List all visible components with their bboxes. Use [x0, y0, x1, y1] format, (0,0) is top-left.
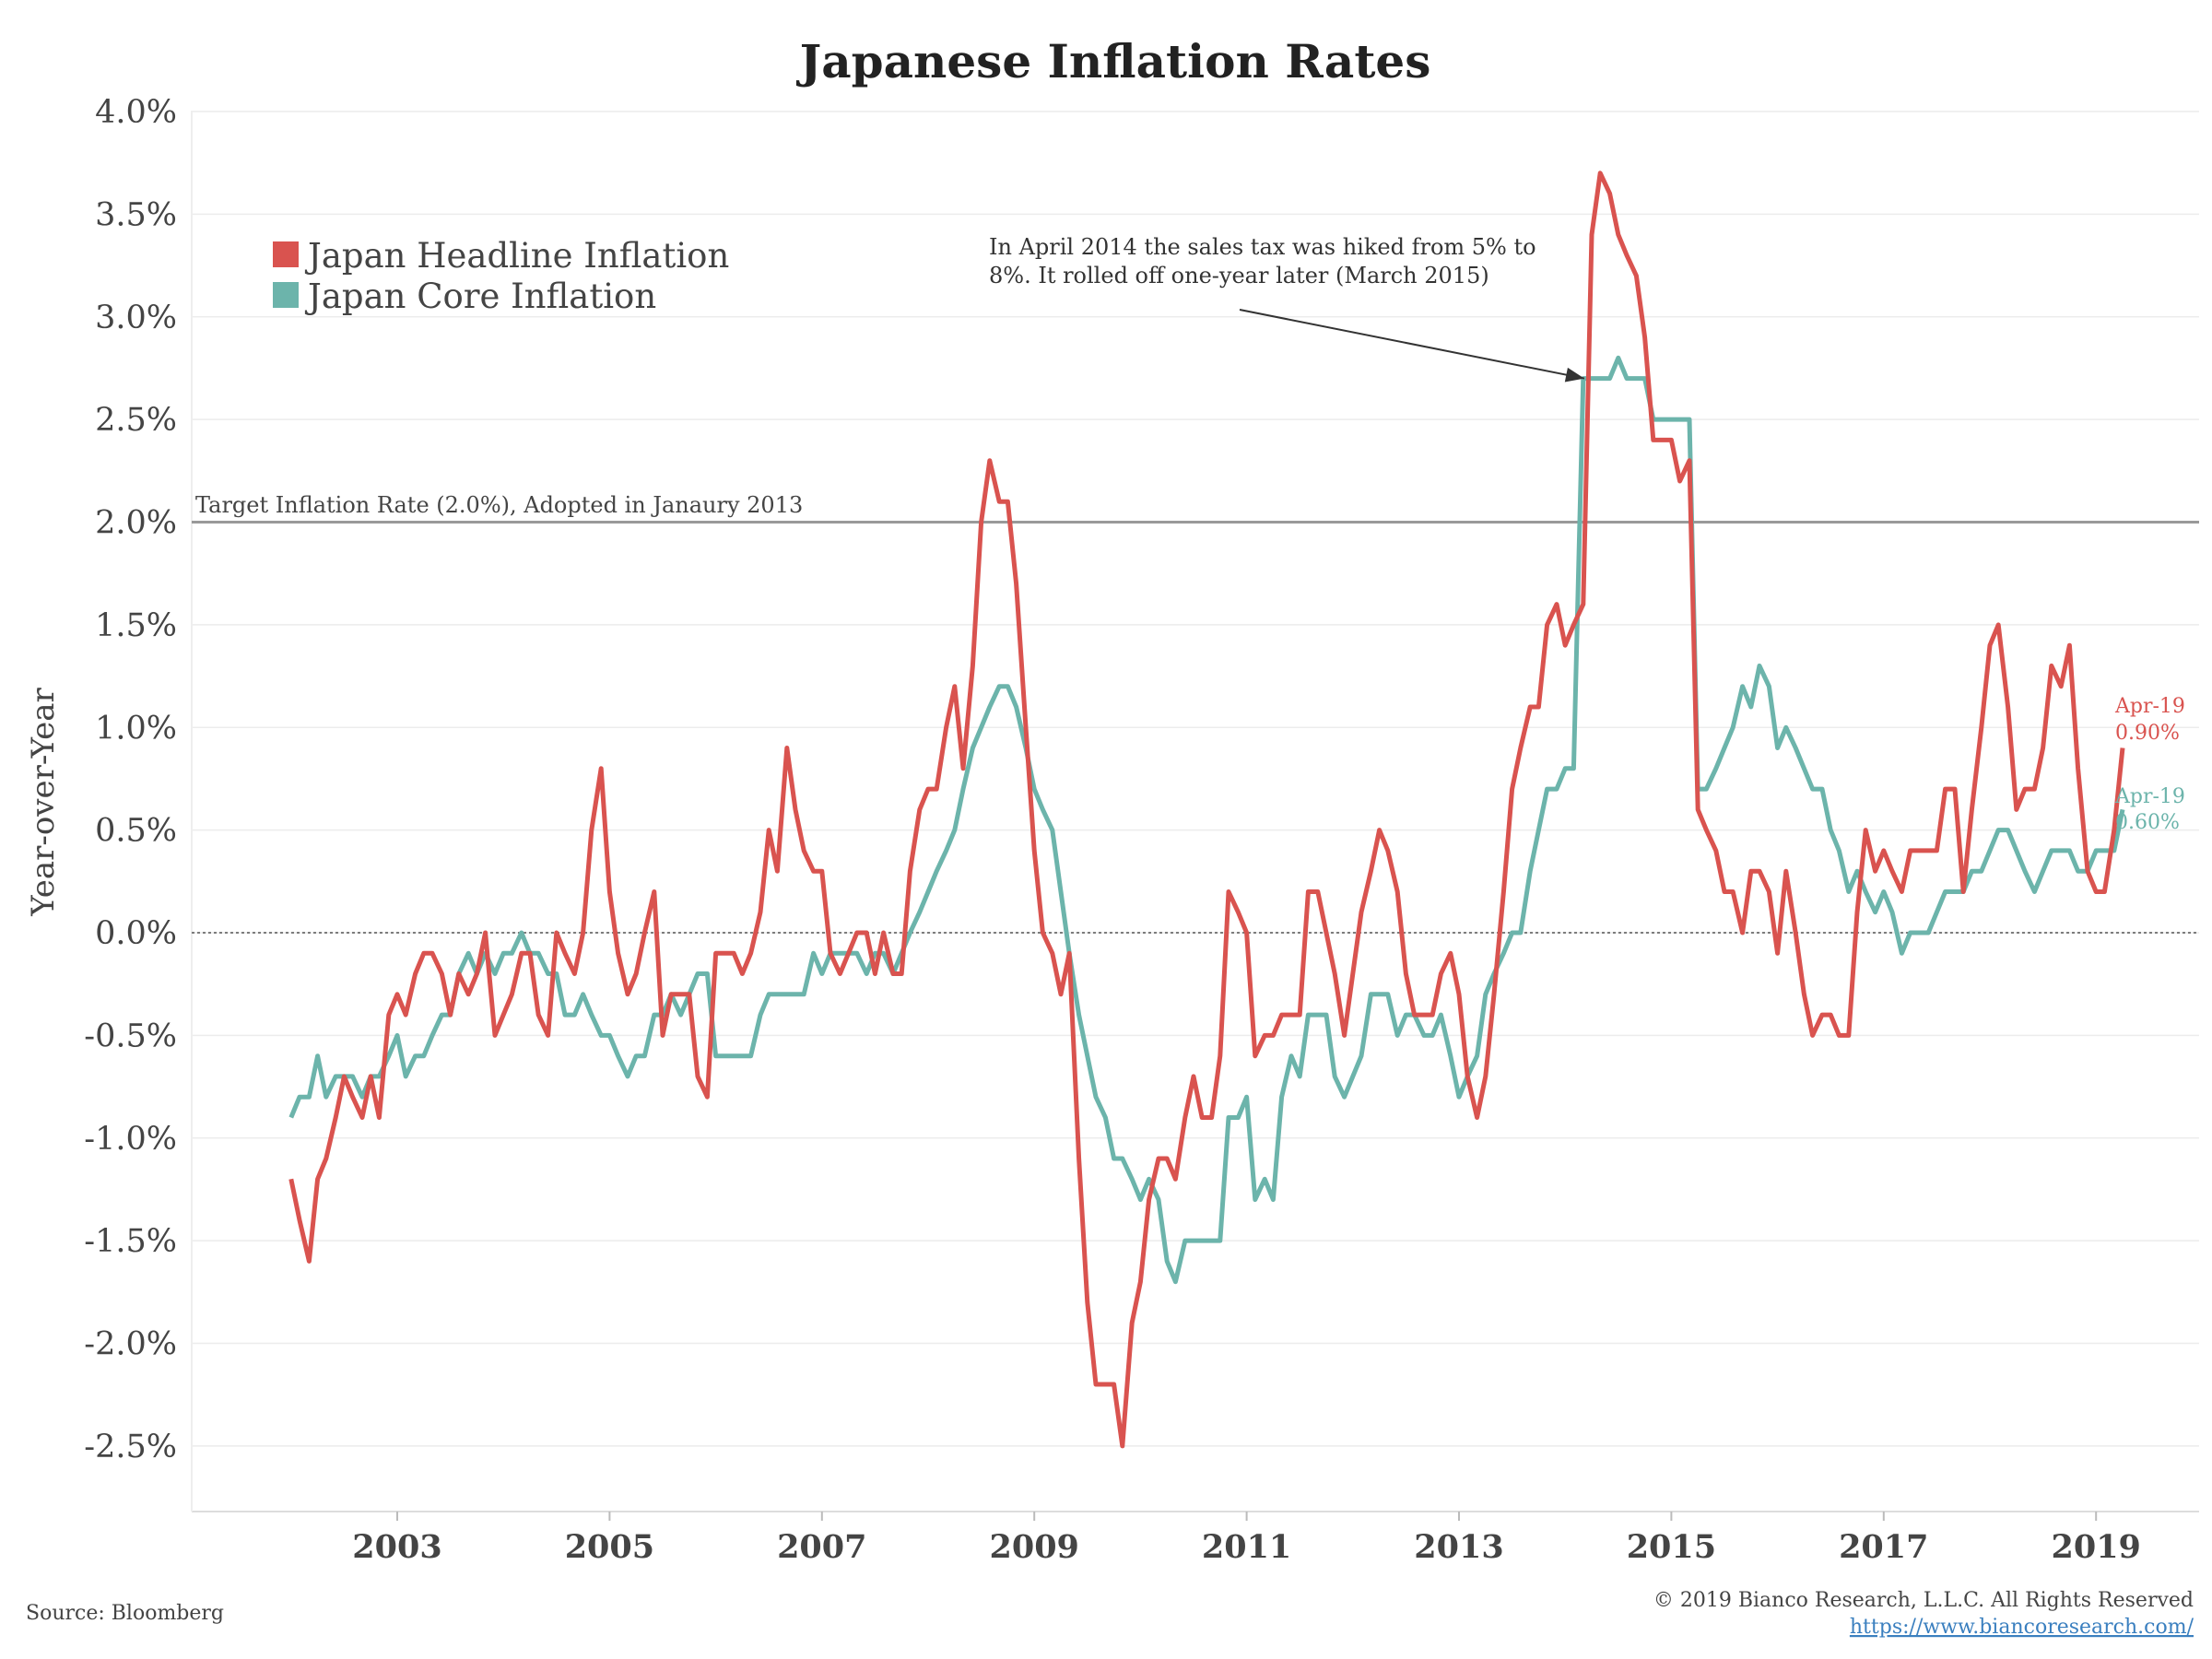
y-tick-label: 0.0% [95, 915, 177, 952]
y-tick-label: 2.5% [95, 402, 177, 439]
y-tick-label: -1.5% [84, 1223, 177, 1260]
data-points [290, 172, 2124, 1446]
sales-tax-annotation: In April 2014 the sales tax was hiked fr… [989, 234, 1585, 382]
website-link[interactable]: https://www.biancoresearch.com/ [1850, 1616, 2194, 1639]
y-tick-label: 4.0% [95, 94, 177, 131]
end-label-headline-date: Apr-19 [2114, 695, 2185, 718]
end-label-core: Apr-19 0.60% [2114, 785, 2185, 834]
annotation-arrowhead [1564, 367, 1584, 382]
target-inflation-label: Target Inflation Rate (2.0%), Adopted in… [195, 492, 803, 518]
x-tick-label: 2013 [1414, 1528, 1503, 1566]
copyright-note: © 2019 Bianco Research, L.L.C. All Right… [1653, 1589, 2194, 1612]
y-tick-label: 2.0% [95, 505, 177, 542]
x-tick-label: 2017 [1839, 1528, 1928, 1566]
legend-label-core: Japan Core Inflation [304, 276, 656, 316]
legend-swatch-headline [273, 241, 299, 267]
x-tick-label: 2011 [1202, 1528, 1291, 1566]
y-tick-label: -2.0% [84, 1326, 177, 1363]
legend: Japan Headline Inflation Japan Core Infl… [273, 236, 729, 316]
y-axis-label: Year-over-Year [25, 687, 62, 916]
x-tick-labels: 2003 2005 2007 2009 2011 2013 2015 2017 2019 [352, 1512, 2141, 1566]
annotation-arrow [1239, 309, 1585, 380]
y-tick-label: 3.5% [95, 196, 177, 233]
y-tick-label: 3.0% [95, 300, 177, 336]
chart-title: Japanese Inflation Rates [796, 34, 1431, 88]
y-tick-label: -0.5% [84, 1018, 177, 1054]
source-note: Source: Bloomberg [26, 1602, 224, 1625]
legend-label-headline: Japan Headline Inflation [304, 236, 729, 276]
x-tick-label: 2015 [1627, 1528, 1716, 1566]
y-tick-label: -1.0% [84, 1121, 177, 1158]
end-label-core-date: Apr-19 [2114, 785, 2185, 808]
annotation-line-1: In April 2014 the sales tax was hiked fr… [989, 234, 1536, 260]
end-label-headline-value: 0.90% [2115, 722, 2180, 745]
x-tick-label: 2009 [989, 1528, 1078, 1566]
y-tick-label: 0.5% [95, 813, 177, 850]
y-tick-label: -2.5% [84, 1429, 177, 1465]
y-tick-label: 1.5% [95, 607, 177, 644]
annotation-line-2: 8%. It rolled off one-year later (March … [989, 263, 1489, 288]
x-tick-label: 2003 [352, 1528, 441, 1566]
x-tick-label: 2007 [777, 1528, 866, 1566]
x-tick-label: 2005 [565, 1528, 654, 1566]
legend-swatch-core [273, 282, 299, 308]
y-tick-label: 1.0% [95, 710, 177, 747]
y-tick-labels: 4.0% 3.5% 3.0% 2.5% 2.0% 1.5% 1.0% 0.5% 0.0% -0.5… [84, 94, 177, 1465]
series-line-headline-inflation [288, 171, 2125, 1449]
x-tick-label: 2019 [2051, 1528, 2140, 1566]
end-label-core-value: 0.60% [2115, 811, 2180, 834]
end-label-headline: Apr-19 0.90% [2114, 695, 2185, 745]
series-line-core-inflation [288, 355, 2125, 1285]
